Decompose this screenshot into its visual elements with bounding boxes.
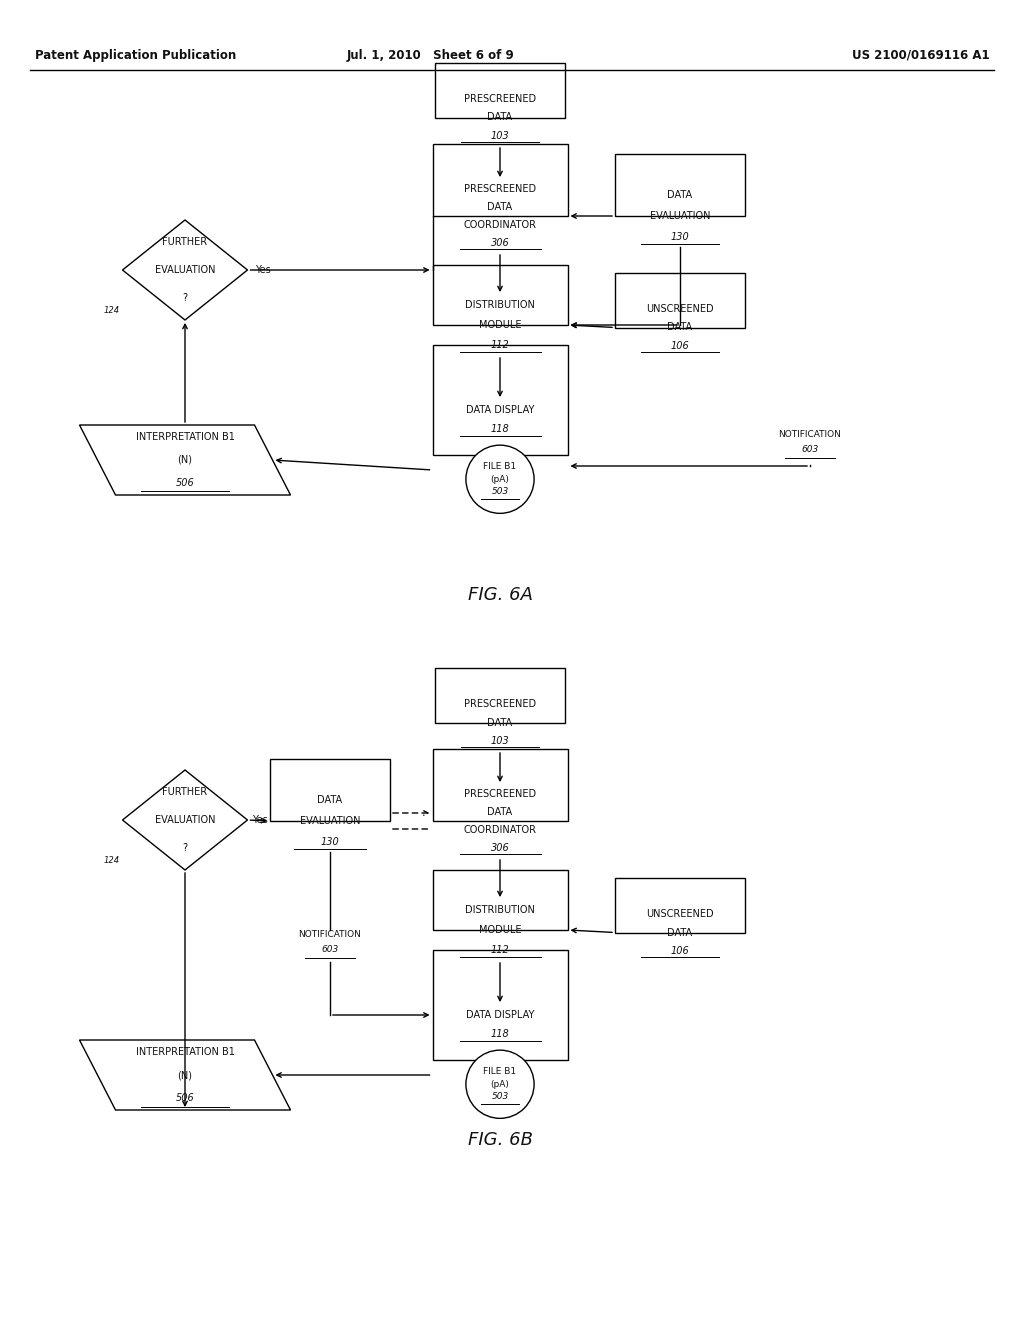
Text: DATA: DATA: [668, 928, 692, 937]
Text: DATA DISPLAY: DATA DISPLAY: [466, 405, 535, 414]
Text: DATA: DATA: [317, 796, 343, 805]
Text: UNSCREENED: UNSCREENED: [646, 304, 714, 314]
Text: 130: 130: [671, 232, 689, 242]
Text: 130: 130: [321, 837, 339, 846]
Text: COORDINATOR: COORDINATOR: [464, 220, 537, 230]
Text: Jul. 1, 2010   Sheet 6 of 9: Jul. 1, 2010 Sheet 6 of 9: [346, 49, 514, 62]
FancyBboxPatch shape: [432, 345, 567, 455]
FancyBboxPatch shape: [432, 950, 567, 1060]
Text: EVALUATION: EVALUATION: [300, 816, 360, 826]
Text: 503: 503: [492, 1092, 509, 1101]
Text: PRESCREENED: PRESCREENED: [464, 94, 536, 104]
Text: Yes: Yes: [256, 265, 271, 275]
Text: 603: 603: [322, 945, 339, 954]
Polygon shape: [80, 1040, 291, 1110]
Text: DATA DISPLAY: DATA DISPLAY: [466, 1010, 535, 1019]
Text: (N): (N): [177, 1071, 193, 1080]
Text: COORDINATOR: COORDINATOR: [464, 825, 537, 836]
Text: MODULE: MODULE: [479, 319, 521, 330]
Text: PRESCREENED: PRESCREENED: [464, 183, 536, 194]
Text: 112: 112: [490, 945, 509, 954]
Text: 124: 124: [103, 306, 120, 315]
Circle shape: [466, 445, 535, 513]
Text: ?: ?: [182, 293, 187, 304]
Text: DATA: DATA: [668, 322, 692, 333]
Text: INTERPRETATION B1: INTERPRETATION B1: [135, 432, 234, 442]
FancyBboxPatch shape: [615, 154, 745, 216]
Text: DATA: DATA: [668, 190, 692, 201]
Text: EVALUATION: EVALUATION: [155, 265, 215, 275]
Text: 506: 506: [176, 478, 195, 488]
FancyBboxPatch shape: [435, 62, 565, 117]
FancyBboxPatch shape: [615, 878, 745, 932]
Text: MODULE: MODULE: [479, 925, 521, 935]
Text: DATA: DATA: [487, 202, 513, 213]
Text: 118: 118: [490, 1028, 509, 1039]
Text: Yes: Yes: [253, 814, 268, 825]
Text: FILE B1: FILE B1: [483, 462, 516, 471]
Text: EVALUATION: EVALUATION: [650, 211, 711, 220]
Text: PRESCREENED: PRESCREENED: [464, 700, 536, 709]
Text: 306: 306: [490, 843, 509, 853]
Circle shape: [466, 1051, 535, 1118]
Text: DISTRIBUTION: DISTRIBUTION: [465, 300, 535, 310]
Text: ?: ?: [182, 843, 187, 853]
Text: 118: 118: [490, 424, 509, 434]
Text: UNSCREENED: UNSCREENED: [646, 909, 714, 919]
Text: DATA: DATA: [487, 807, 513, 817]
FancyBboxPatch shape: [435, 668, 565, 722]
Text: Patent Application Publication: Patent Application Publication: [35, 49, 237, 62]
FancyBboxPatch shape: [432, 144, 567, 216]
Text: INTERPRETATION B1: INTERPRETATION B1: [135, 1047, 234, 1057]
Text: NOTIFICATION: NOTIFICATION: [299, 931, 361, 939]
Text: 106: 106: [671, 341, 689, 351]
Text: 103: 103: [490, 131, 509, 141]
Polygon shape: [123, 220, 248, 319]
Text: 603: 603: [802, 445, 818, 454]
Text: DATA: DATA: [487, 718, 513, 727]
Text: (pA): (pA): [490, 475, 509, 483]
Text: (pA): (pA): [490, 1080, 509, 1089]
Text: US 2100/0169116 A1: US 2100/0169116 A1: [852, 49, 990, 62]
Text: (N): (N): [177, 455, 193, 465]
Text: EVALUATION: EVALUATION: [155, 814, 215, 825]
Text: 506: 506: [176, 1093, 195, 1104]
Text: FILE B1: FILE B1: [483, 1068, 516, 1076]
Text: DATA: DATA: [487, 112, 513, 123]
FancyBboxPatch shape: [432, 870, 567, 931]
Text: DISTRIBUTION: DISTRIBUTION: [465, 906, 535, 915]
Polygon shape: [80, 425, 291, 495]
FancyBboxPatch shape: [270, 759, 390, 821]
Text: 103: 103: [490, 735, 509, 746]
Text: 306: 306: [490, 238, 509, 248]
Text: 106: 106: [671, 946, 689, 956]
FancyBboxPatch shape: [432, 748, 567, 821]
Text: 503: 503: [492, 487, 509, 496]
Text: FIG. 6A: FIG. 6A: [468, 586, 532, 605]
Text: FURTHER: FURTHER: [163, 236, 208, 247]
Text: NOTIFICATION: NOTIFICATION: [778, 430, 842, 440]
Text: FIG. 6B: FIG. 6B: [468, 1131, 532, 1148]
Text: PRESCREENED: PRESCREENED: [464, 789, 536, 799]
Text: 124: 124: [103, 855, 120, 865]
Polygon shape: [123, 770, 248, 870]
FancyBboxPatch shape: [615, 272, 745, 327]
Text: 112: 112: [490, 341, 509, 350]
Text: FURTHER: FURTHER: [163, 787, 208, 797]
FancyBboxPatch shape: [432, 265, 567, 325]
